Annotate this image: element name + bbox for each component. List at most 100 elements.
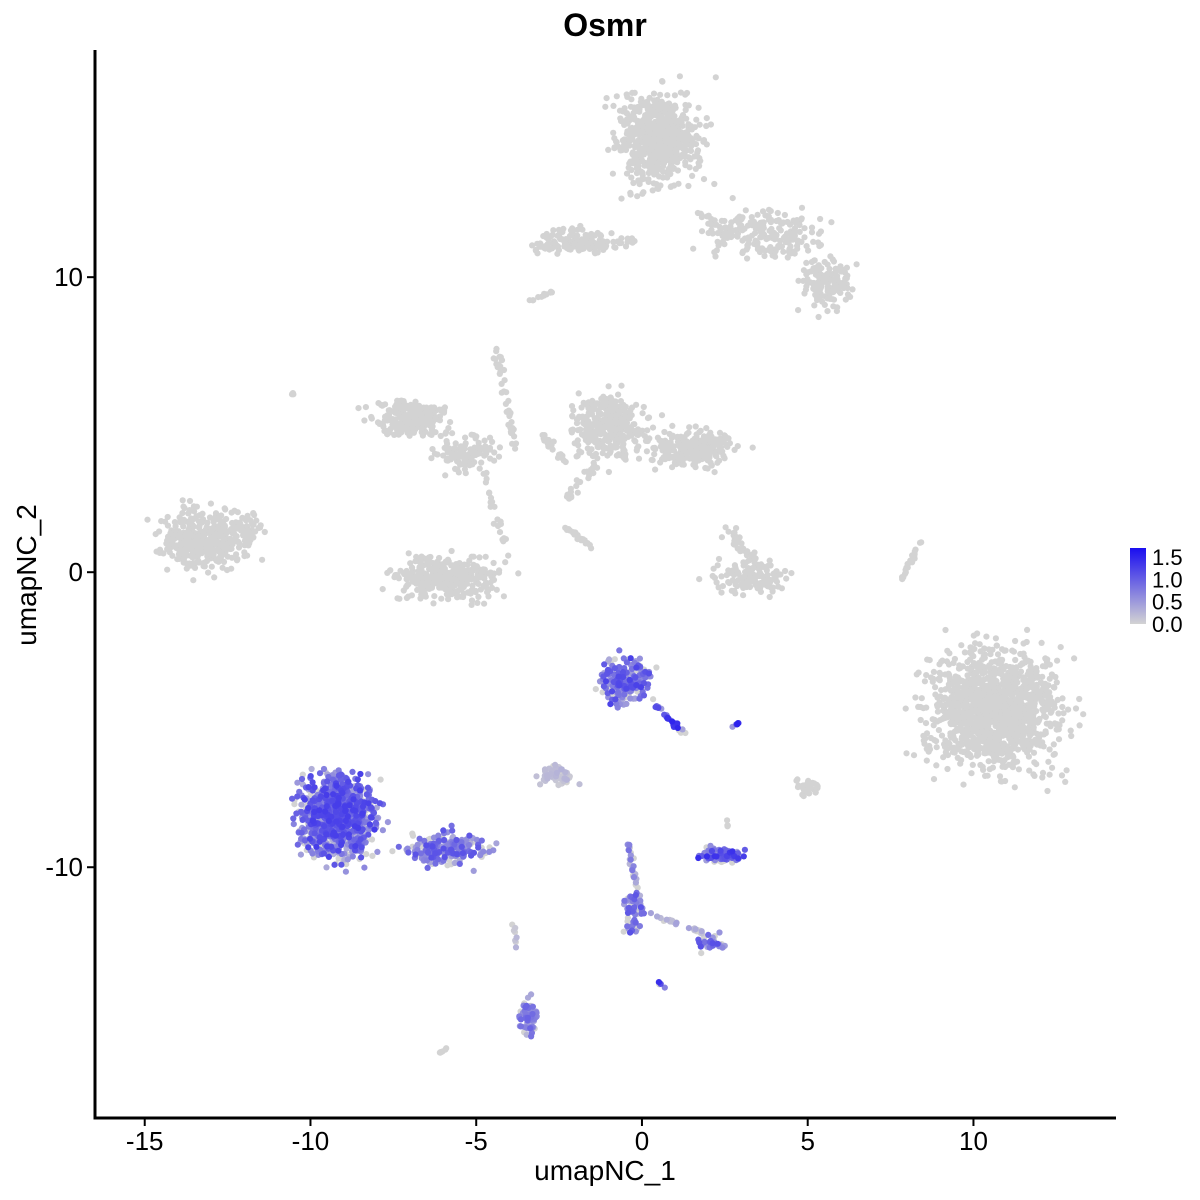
cell-point <box>649 457 656 464</box>
cell-point <box>720 452 727 459</box>
cell-point <box>842 296 849 303</box>
cell-point <box>481 600 488 607</box>
cell-point <box>394 595 401 602</box>
cell-point <box>1021 736 1028 743</box>
cell-point <box>744 580 752 588</box>
cell-point <box>986 663 993 671</box>
cell-point <box>1042 663 1049 670</box>
cell-point <box>611 244 618 251</box>
cell-point <box>811 302 818 309</box>
cell-point <box>1050 751 1057 758</box>
cell-point <box>512 440 520 447</box>
cell-point <box>1024 657 1031 664</box>
cell-point <box>769 584 777 591</box>
cell-point <box>664 92 671 99</box>
cell-point <box>942 749 949 756</box>
cell-point <box>164 546 171 553</box>
cell-point <box>1049 764 1056 771</box>
cell-point <box>490 520 497 527</box>
cell-point <box>622 409 629 416</box>
cell-point <box>945 681 953 688</box>
cell-point <box>682 101 689 109</box>
cell-point <box>982 686 989 693</box>
cell-point <box>969 761 976 769</box>
cell-point <box>639 169 646 176</box>
cell-point <box>818 283 825 290</box>
cell-point <box>718 589 725 596</box>
cell-point <box>259 556 266 563</box>
cell-point <box>766 245 773 252</box>
cell-point <box>760 580 767 588</box>
cell-point <box>685 429 692 436</box>
cell-point <box>659 143 667 150</box>
cell-point <box>400 587 407 594</box>
cell-point <box>482 553 489 560</box>
cell-point <box>469 461 476 468</box>
cell-point <box>614 238 621 245</box>
cell-point <box>595 420 602 427</box>
cell-point <box>1059 717 1066 724</box>
cell-point <box>1006 731 1013 738</box>
cell-point <box>436 554 443 562</box>
cell-point <box>623 419 631 427</box>
cell-point <box>483 581 490 588</box>
cell-point <box>417 405 424 412</box>
cell-point <box>932 691 939 698</box>
cell-point <box>640 151 648 158</box>
cell-point <box>820 273 828 280</box>
cell-point <box>180 503 187 510</box>
cell-point <box>703 122 710 130</box>
cell-point <box>676 454 683 461</box>
cell-point <box>752 581 759 589</box>
cell-point <box>445 596 452 603</box>
cell-point <box>493 586 500 593</box>
cell-point <box>423 404 430 411</box>
cell-point <box>740 592 747 599</box>
cell-point <box>206 514 214 521</box>
cell-point <box>594 229 601 237</box>
cell-point <box>1058 772 1066 779</box>
cell-point <box>813 294 820 301</box>
cell-point <box>645 414 653 421</box>
cell-point <box>952 710 959 718</box>
cell-point <box>431 593 438 600</box>
cell-point <box>1002 713 1009 720</box>
cell-point <box>749 444 756 451</box>
cell-point <box>594 455 601 462</box>
cell-point <box>1053 679 1060 686</box>
cell-point <box>454 594 461 601</box>
cell-point <box>974 708 981 715</box>
cell-point <box>257 522 264 529</box>
cell-point <box>432 414 439 421</box>
cell-point <box>987 742 995 750</box>
cell-point <box>700 176 708 183</box>
cell-point <box>659 78 666 85</box>
cell-point <box>559 228 566 236</box>
cell-point <box>649 141 656 148</box>
cell-point <box>980 653 987 660</box>
cell-point <box>452 440 459 447</box>
cell-point <box>817 228 825 235</box>
cell-point <box>475 580 482 588</box>
cell-point <box>705 452 713 460</box>
cell-point <box>629 89 636 96</box>
cell-point <box>711 469 718 476</box>
cell-point <box>218 512 225 519</box>
cell-point <box>1048 698 1055 705</box>
cell-point <box>687 147 695 154</box>
cell-point <box>1010 708 1017 715</box>
cell-point <box>946 700 953 708</box>
cell-point <box>723 572 730 579</box>
cell-point <box>615 391 622 398</box>
cell-point <box>979 678 986 686</box>
cell-point <box>650 696 657 703</box>
cell-point <box>763 236 770 243</box>
cell-point <box>691 450 699 457</box>
cell-point <box>419 432 426 439</box>
cell-point <box>998 697 1005 704</box>
cell-point <box>978 728 986 735</box>
cell-point <box>834 304 841 311</box>
cell-point <box>1076 722 1083 729</box>
cell-point <box>217 541 224 548</box>
cell-point <box>649 187 656 194</box>
